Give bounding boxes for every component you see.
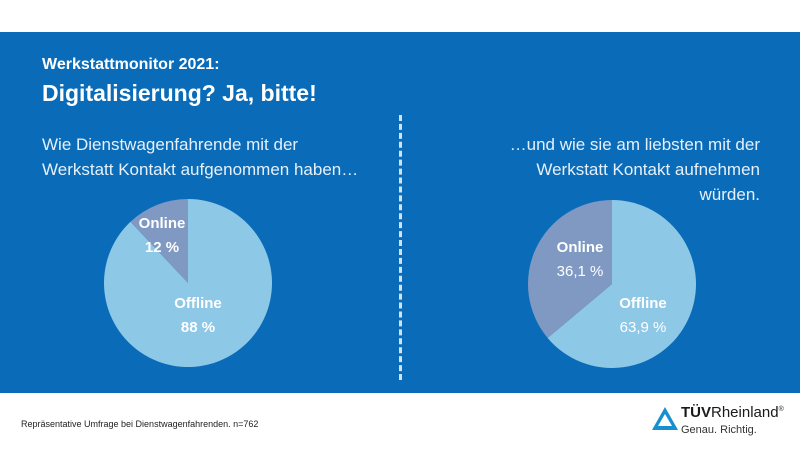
tuv-logo: TÜVRheinland® Genau. Richtig.: [651, 404, 791, 444]
brand-tagline: Genau. Richtig.: [681, 424, 757, 436]
right-question: …und wie sie am liebsten mit der Werksta…: [510, 132, 760, 207]
pie-slice-online: [130, 199, 188, 283]
slice-value: 63,9 %: [620, 319, 667, 336]
slice-value: 88 %: [181, 319, 215, 336]
slice-label: Online: [139, 215, 186, 232]
pie-slice-offline: [547, 200, 696, 368]
page-title: Digitalisierung? Ja, bitte!: [42, 80, 317, 106]
right-question-line: …und wie sie am liebsten mit der: [509, 135, 760, 154]
left-question: Wie Dienstwagenfahrende mit der Werkstat…: [42, 132, 358, 182]
slice-label: Offline: [174, 295, 222, 312]
pie-slice-online: [527, 200, 612, 338]
footnote: Repräsentative Umfrage bei Dienstwagenfa…: [21, 419, 259, 429]
slice-value: 12 %: [145, 239, 179, 256]
slice-value: 36,1 %: [557, 263, 604, 280]
pie-slice-offline: [104, 199, 272, 368]
dashed-divider: [399, 115, 402, 380]
brand-name: TÜVRheinland®: [681, 404, 784, 421]
right-question-line: Werkstatt Kontakt aufnehmen: [536, 160, 760, 179]
right-question-line: würden.: [699, 185, 760, 204]
triangle-logo-icon: [652, 407, 678, 430]
slice-label: Online: [557, 239, 604, 256]
kicker: Werkstattmonitor 2021:: [42, 56, 220, 73]
left-question-line: Werkstatt Kontakt aufgenommen haben…: [42, 160, 359, 179]
left-question-line: Wie Dienstwagenfahrende mit der: [42, 135, 299, 154]
slice-label: Offline: [619, 295, 667, 312]
